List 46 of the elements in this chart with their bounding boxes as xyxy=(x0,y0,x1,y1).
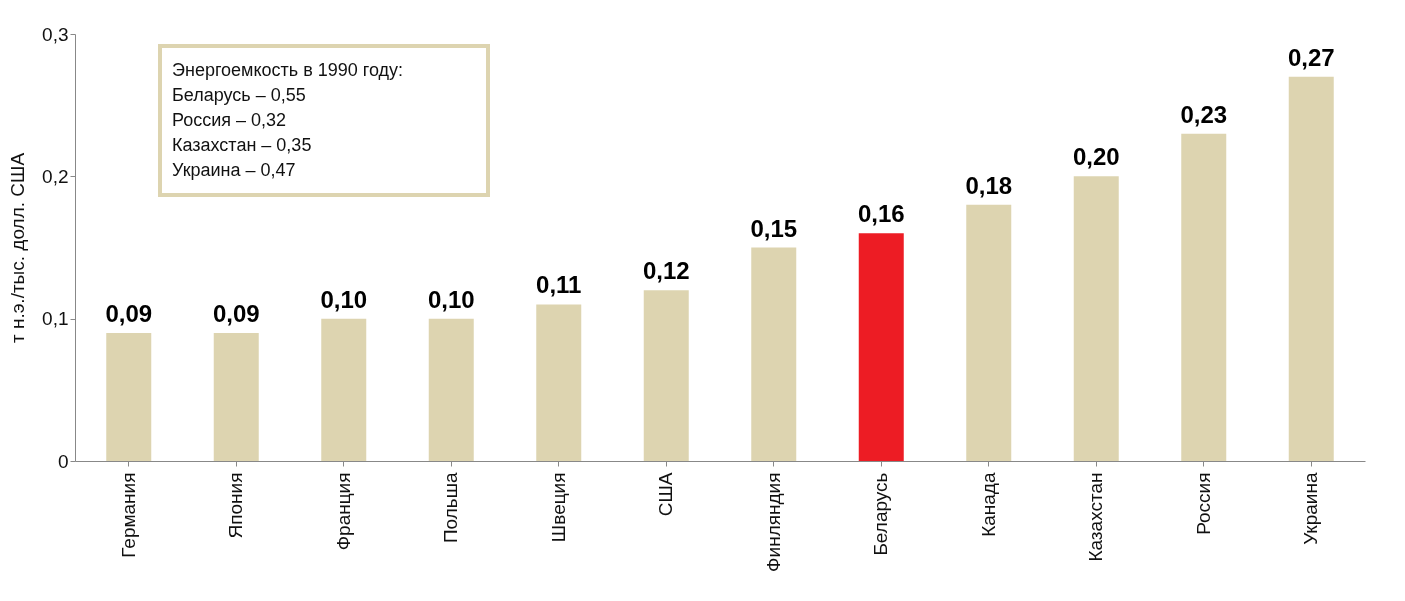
data-label: 0,20 xyxy=(1072,143,1120,171)
x-tick-label: Польша xyxy=(440,472,462,544)
x-tick-label: Япония xyxy=(225,472,247,539)
x-tick-label: Германия xyxy=(117,472,139,558)
bar xyxy=(1288,76,1334,461)
annotation: Россия – 0,32 xyxy=(172,109,288,132)
data-label: 0,18 xyxy=(965,171,1013,199)
data-label: 0,23 xyxy=(1180,100,1228,128)
y-tick-label: 0,2 xyxy=(42,165,69,187)
annotation: Беларусь – 0,55 xyxy=(172,84,307,107)
bar xyxy=(428,318,474,461)
bar xyxy=(106,332,152,461)
data-label: 0,09 xyxy=(105,299,153,327)
y-axis-title: т н.э./тыс. долл. США xyxy=(7,152,29,344)
data-label: 0,12 xyxy=(642,257,690,285)
y-tick-label: 0,3 xyxy=(42,23,69,45)
data-label: 0,11 xyxy=(536,271,582,299)
annotation: Энергоемкость в 1990 году: xyxy=(172,59,405,82)
bar xyxy=(643,290,689,461)
y-tick-label: 0,1 xyxy=(42,308,69,330)
bar xyxy=(536,304,582,461)
bar xyxy=(858,233,904,461)
data-label: 0,10 xyxy=(320,285,368,313)
data-label: 0,09 xyxy=(212,299,260,327)
bar xyxy=(751,247,797,461)
bar xyxy=(213,332,259,461)
x-tick-label: Франция xyxy=(332,472,354,551)
annotation: Казахстан – 0,35 xyxy=(172,134,313,157)
x-tick-label: Казахстан xyxy=(1085,472,1107,562)
data-label: 0,15 xyxy=(750,214,798,242)
y-tick-label: 0 xyxy=(57,450,69,472)
x-tick-label: Швеция xyxy=(547,472,569,543)
x-tick-label: Финляндия xyxy=(762,472,784,572)
x-tick-label: Украина xyxy=(1300,472,1322,545)
annotation: Украина – 0,47 xyxy=(172,159,297,182)
x-tick-label: Канада xyxy=(977,472,999,537)
bar xyxy=(966,204,1012,461)
bar xyxy=(321,318,367,461)
bar xyxy=(1073,176,1119,461)
x-tick-label: Россия xyxy=(1192,472,1214,535)
data-label: 0,27 xyxy=(1287,43,1335,71)
x-tick-label: США xyxy=(655,472,677,517)
x-tick-label: Беларусь xyxy=(870,472,892,556)
data-label: 0,10 xyxy=(427,285,475,313)
bar xyxy=(1181,133,1227,461)
data-label: 0,16 xyxy=(857,200,905,228)
